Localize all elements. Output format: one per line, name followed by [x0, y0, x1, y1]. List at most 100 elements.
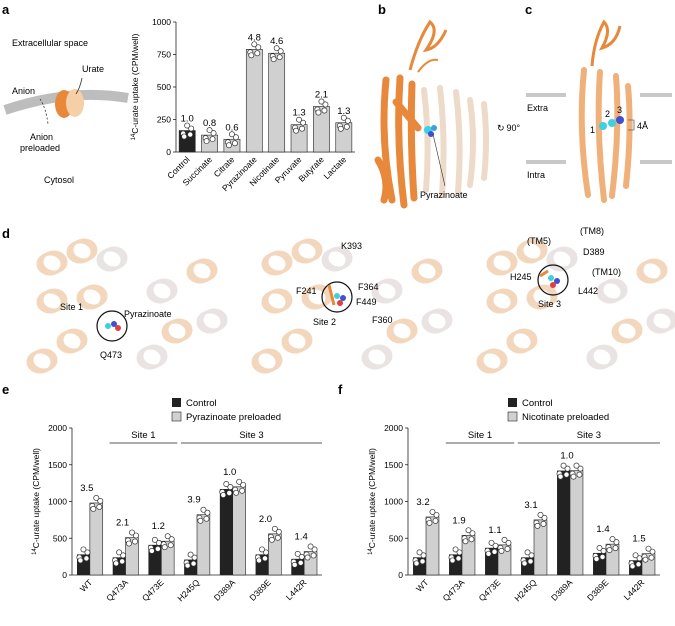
chart-a-bar-6-dot-4 [321, 107, 328, 114]
chart-f-xtick-label-3: H245Q [512, 577, 538, 603]
chart-f-bar-control-6-dot-4 [635, 561, 642, 568]
chart-e-value-label-4: 1.0 [223, 467, 236, 478]
chart-e-bar-control-1-dot-1 [120, 552, 127, 559]
site2-res-0: K393 [341, 241, 362, 251]
helix-1-6-2 [390, 318, 418, 342]
chart-e-bar-control-4 [219, 489, 233, 575]
chart-a-bar-1-dot-4 [209, 136, 216, 143]
chart-e-ylabel: 14C-urate uptake (CPM/well) [31, 448, 41, 555]
chart-a-xtick-label-7: Lactate [321, 154, 348, 181]
chart-e-bar-preloaded-0 [89, 502, 104, 576]
chart-e-ytick-label-1: 500 [53, 533, 67, 543]
chart-e-bar-control-3-dot-4 [190, 560, 197, 567]
chart-a-bar-5-dot-1 [300, 119, 307, 126]
chart-f-bar-preloaded-6-dot-2 [645, 545, 652, 552]
helix-1-9-2 [255, 348, 283, 372]
chart-e-bar-control-0-dot-4 [83, 555, 90, 562]
chart-a: 0 250 500 750 1000 14C-urate uptake (CPM/well… [130, 17, 355, 193]
chart-e-bar-preloaded-2-dot-3 [161, 544, 168, 551]
chart-f-ytick-label-4: 2000 [384, 423, 403, 433]
chart-e-bar-preloaded-2-dot-4 [167, 542, 174, 549]
site3-res-2: D389 [583, 247, 605, 257]
chart-f-bar-preloaded-2-dot-3 [498, 547, 505, 554]
chart-f-bar-control-3-dot-3 [521, 560, 528, 567]
chart-f-bar-preloaded-5-dot-2 [609, 536, 616, 543]
chart-f-bar-control-0-dot-4 [419, 558, 426, 565]
chart-a-bar-3-dot-1 [255, 44, 262, 51]
chart-e-bar-control-0-dot-2 [80, 546, 87, 553]
chart-f-bar-control-4-dot-1 [564, 465, 571, 472]
chart-e-bar-preloaded-0-dot-4 [96, 504, 103, 510]
chart-f-bar-preloaded-1-dot-1 [469, 530, 476, 537]
chart-f-bar-preloaded-5-dot-1 [613, 539, 620, 546]
chart-a-value-label-6: 2.1 [315, 90, 328, 101]
site2-circle [321, 281, 353, 313]
chart-e-bar-control-4-dot-3 [220, 492, 227, 498]
site3-res-0: (TM5) [527, 236, 551, 246]
chart-e-bar-control-2-dot-4 [154, 545, 161, 552]
chart-a-bar-2-dot-3 [225, 142, 232, 149]
pyrazinoate-label-b: Pyrazinoate [420, 190, 468, 200]
chart-f-xtick-label-6: L442R [622, 577, 647, 602]
chart-f-bar-control-1-dot-3 [449, 557, 456, 564]
chart-e-bar-preloaded-4 [232, 486, 246, 576]
chart-e-bar-control-3-dot-3 [184, 562, 191, 569]
chart-e-legend-label-1: Pyrazinoate preloaded [186, 412, 281, 423]
chart-f-xtick-label-2: Q473E [477, 577, 503, 603]
chart-f-bar-control-5-dot-2 [596, 545, 603, 551]
chart-f-bar-control-3-dot-4 [527, 558, 534, 565]
chart-e-bar-control-4-dot-1 [227, 484, 234, 490]
chart-e-bar-control-4-dot-4 [226, 490, 233, 496]
helix-0-8-2 [140, 344, 168, 368]
chart-e-bar-preloaded-4-dot-3 [233, 489, 240, 496]
chart-f-value-label-0: 3.2 [416, 497, 429, 508]
chart-f-xtick-label-0: WT [414, 577, 430, 593]
chart-f-value-label-3: 3.1 [524, 500, 537, 511]
chart-f-bar-control-5-dot-1 [600, 548, 607, 554]
chart-a-bar-1-dot-2 [206, 127, 213, 134]
chart-f-bar-control-2-dot-1 [492, 542, 499, 549]
chart-f-bar-control-1-dot-1 [456, 549, 463, 556]
chart-f-ytick-label-1: 500 [389, 533, 403, 543]
chart-f-group-label-1: Site 3 [577, 430, 601, 441]
site3-res-5: L442 [578, 286, 598, 296]
panel-label-a: a [2, 2, 10, 17]
chart-a-bar-4-dot-2 [273, 45, 280, 52]
site3-label: Site 3 [538, 299, 561, 309]
chart-a-bar-6-dot-3 [315, 109, 322, 116]
panel-label-c: c [525, 2, 532, 17]
chart-e-bar-preloaded-1-dot-3 [126, 540, 132, 547]
chart-f-bar-preloaded-0-dot-4 [432, 517, 439, 524]
chart-e-bar-control-2-dot-2 [151, 536, 158, 543]
chart-f-legend-swatch-1 [507, 411, 518, 422]
chart-f-bar-preloaded-2-dot-2 [501, 536, 508, 543]
helix-2-5-2 [600, 278, 628, 302]
chart-a-bar-3-dot-2 [251, 41, 258, 48]
rotation-label: ↻ 90° [497, 123, 521, 133]
chart-f-bar-preloaded-6-dot-4 [648, 554, 655, 561]
chart-e-bar-preloaded-6-dot-1 [311, 546, 318, 553]
panel-d-helices [26, 238, 675, 374]
chart-e-bar-control-3-dot-2 [187, 551, 194, 558]
chart-f-ytick-label-0: 0 [398, 570, 403, 580]
chart-e-ytick-label-2: 1000 [48, 497, 67, 507]
chart-a-bar-7-dot-4 [343, 123, 350, 130]
site1-circle [96, 310, 128, 342]
chart-e-bar-preloaded-3-dot-4 [203, 515, 210, 522]
chart-a-bar-7-dot-3 [337, 125, 344, 132]
chart-e-bar-preloaded-0-dot-1 [97, 498, 104, 504]
chart-f-value-label-5: 1.4 [596, 524, 609, 535]
chart-e-bar-control-5-dot-3 [256, 557, 262, 564]
helix-2-3-2 [490, 288, 518, 312]
chart-e-bar-preloaded-5-dot-2 [271, 525, 278, 532]
chart-f-legend-label-0: Control [522, 398, 553, 409]
chart-f-bar-preloaded-1-dot-3 [462, 538, 469, 545]
chart-f-bar-control-0-dot-1 [420, 552, 427, 559]
chart-a-bar-5-dot-3 [293, 127, 300, 134]
chart-f-bar-control-2-dot-4 [491, 548, 498, 555]
chart-a-bar-6-dot-2 [318, 98, 325, 105]
helix-0-2-2 [100, 246, 128, 270]
chart-f-value-label-4: 1.0 [560, 451, 573, 462]
chart-a-value-label-4: 4.6 [270, 36, 283, 47]
chart-a-bar-0-dot-2 [184, 122, 191, 129]
